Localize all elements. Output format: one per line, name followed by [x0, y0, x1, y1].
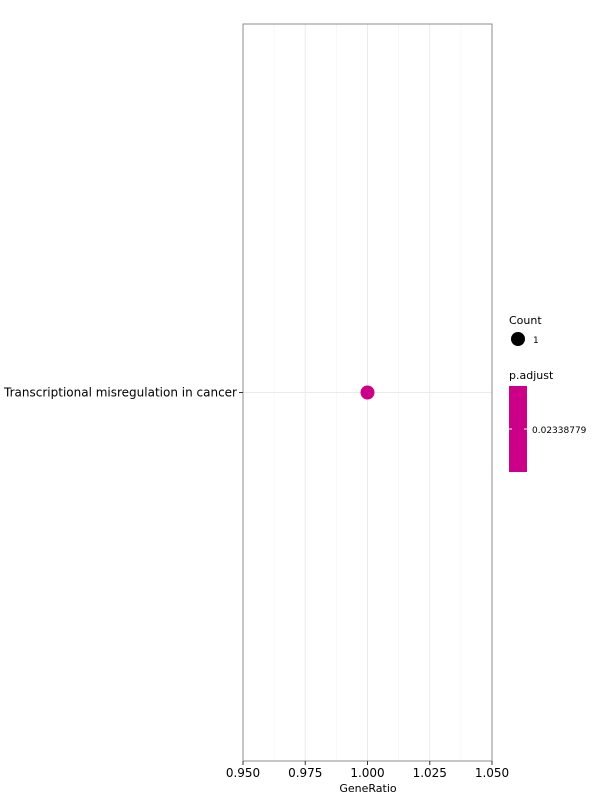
x-tick-label: 1.000: [350, 766, 384, 780]
color-legend-title: p.adjust: [509, 369, 554, 382]
x-axis-label: GeneRatio: [339, 782, 397, 795]
size-legend-key: [511, 332, 525, 346]
color-legend: p.adjust 0.02338779: [509, 369, 587, 472]
points-layer: [360, 385, 375, 400]
x-tick-label: 1.025: [413, 766, 447, 780]
x-tick-label: 0.950: [226, 766, 260, 780]
x-tick-label: 1.050: [475, 766, 509, 780]
size-legend-label: 1: [533, 336, 539, 346]
color-legend-bar: [509, 386, 527, 472]
x-axis: 0.950 0.975 1.000 1.025 1.050: [226, 761, 509, 780]
y-axis: Transcriptional misregulation in cancer: [3, 386, 243, 400]
data-point: [360, 385, 375, 400]
color-legend-label: 0.02338779: [532, 426, 587, 436]
size-legend: Count 1: [509, 314, 542, 346]
y-tick-label: Transcriptional misregulation in cancer: [3, 386, 237, 400]
size-legend-title: Count: [509, 314, 542, 327]
x-tick-label: 0.975: [288, 766, 322, 780]
